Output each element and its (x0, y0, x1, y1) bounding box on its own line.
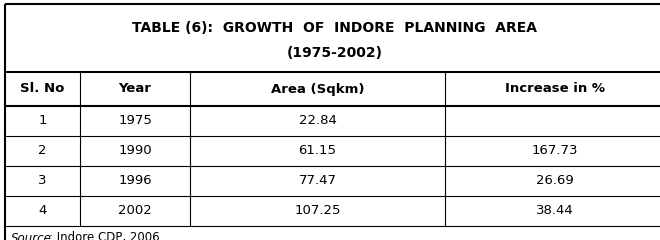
Text: 4: 4 (38, 204, 47, 217)
Text: (1975-2002): (1975-2002) (287, 46, 383, 60)
Text: 167.73: 167.73 (532, 144, 578, 157)
Text: 1: 1 (38, 114, 47, 127)
Text: 77.47: 77.47 (298, 174, 337, 187)
Text: 38.44: 38.44 (536, 204, 574, 217)
Text: TABLE (6):  GROWTH  OF  INDORE  PLANNING  AREA: TABLE (6): GROWTH OF INDORE PLANNING ARE… (133, 21, 537, 35)
Text: Sl. No: Sl. No (20, 83, 65, 96)
Text: 3: 3 (38, 174, 47, 187)
Text: Area (Sqkm): Area (Sqkm) (271, 83, 364, 96)
Text: Increase in %: Increase in % (505, 83, 605, 96)
Text: 107.25: 107.25 (294, 204, 341, 217)
Text: : Indore CDP, 2006: : Indore CDP, 2006 (49, 232, 160, 240)
Text: 1996: 1996 (118, 174, 152, 187)
Text: Source: Source (11, 232, 52, 240)
Text: 61.15: 61.15 (298, 144, 337, 157)
Text: Year: Year (119, 83, 151, 96)
Text: 1975: 1975 (118, 114, 152, 127)
Text: 26.69: 26.69 (536, 174, 574, 187)
Text: 2002: 2002 (118, 204, 152, 217)
Text: 22.84: 22.84 (298, 114, 337, 127)
Text: 1990: 1990 (118, 144, 152, 157)
Text: 2: 2 (38, 144, 47, 157)
